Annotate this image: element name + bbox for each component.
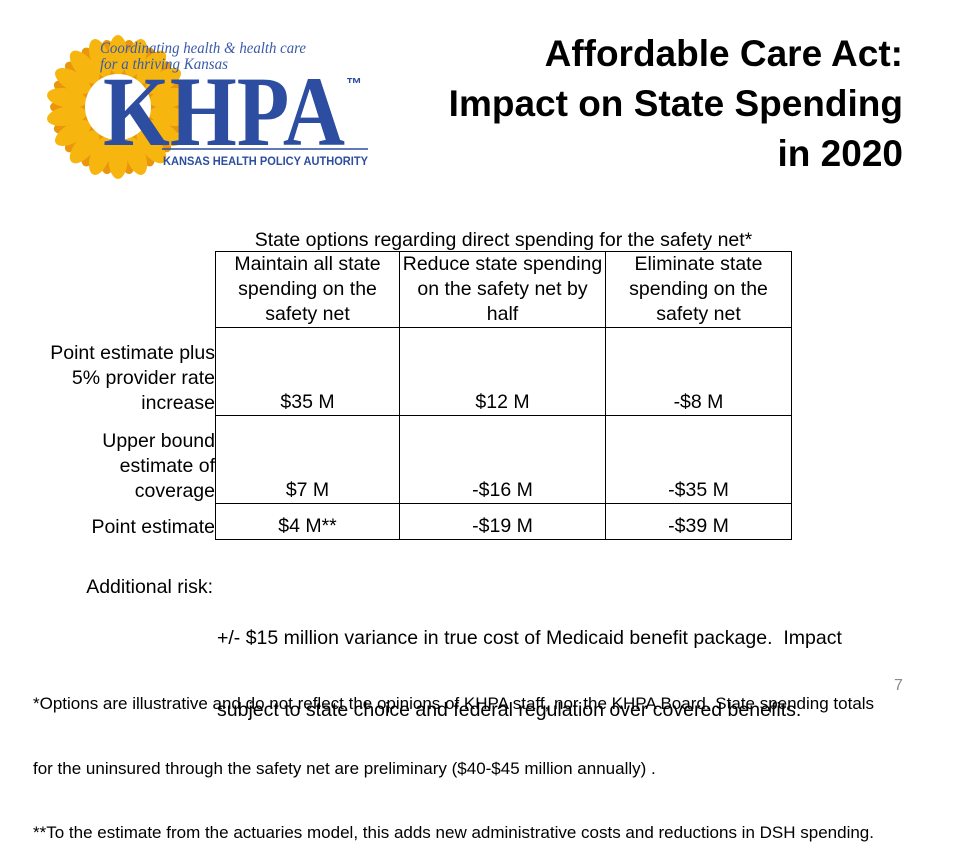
cell-value: $35 M	[280, 391, 335, 413]
footnotes: *Options are illustrative and do not ref…	[33, 650, 874, 865]
row-label-line: Upper bound	[102, 430, 215, 452]
cell-value: $12 M	[475, 391, 530, 413]
row-label-point-estimate: Point estimate	[40, 504, 215, 540]
table-cell: -$35 M	[606, 416, 792, 504]
sunflower-petal	[149, 87, 189, 108]
sunflower-petal	[69, 130, 100, 164]
column-header-line: spending on the	[629, 278, 768, 300]
sunflower-petal	[136, 50, 167, 84]
sunflower-petal	[108, 35, 128, 75]
table-cell: -$39 M	[606, 504, 792, 540]
column-header-line: on the safety net by	[417, 278, 588, 300]
column-header-line: Maintain all state	[234, 253, 381, 275]
slide-title: Affordable Care Act: Impact on State Spe…	[449, 29, 903, 179]
table-caption: State options regarding direct spending …	[254, 229, 753, 251]
logo-tagline-line-1: Coordinating health & health care	[100, 40, 306, 57]
sunflower-petal	[47, 106, 87, 127]
cell-value: -$39 M	[668, 515, 729, 537]
footnote-line: **To the estimate from the actuaries mod…	[33, 823, 874, 842]
table-cell: $35 M	[215, 328, 400, 416]
spending-options-table: Maintain all state spending on the safet…	[40, 251, 792, 540]
column-header-line: Eliminate state	[634, 253, 763, 275]
table-cell: $12 M	[400, 328, 606, 416]
additional-risk-label: Additional risk:	[86, 576, 213, 598]
title-line-1: Affordable Care Act:	[544, 33, 903, 74]
additional-risk-text: +/- $15 million variance in true cost of…	[217, 578, 842, 746]
page-number: 7	[894, 677, 903, 694]
table-cell: -$8 M	[606, 328, 792, 416]
row-label-line: Point estimate plus	[50, 342, 215, 364]
table-cell: $7 M	[215, 416, 400, 504]
row-label-line: coverage	[134, 480, 215, 502]
row-label-line: increase	[141, 392, 215, 414]
column-header-reduce: Reduce state spending on the safety net …	[400, 251, 606, 328]
column-header-eliminate: Eliminate state spending on the safety n…	[606, 251, 792, 328]
sunflower-petal	[55, 120, 91, 146]
sunflower-center	[85, 74, 151, 140]
logo-wordmark: KHPA	[103, 56, 345, 167]
sunflower-petal	[88, 39, 112, 78]
column-header-line: Reduce state spending	[402, 253, 603, 275]
risk-text-line: subject to state choice and federal regu…	[217, 699, 802, 721]
table-cell: -$19 M	[400, 504, 606, 540]
trademark-icon: ™	[346, 76, 362, 93]
sunflower-petal	[145, 68, 181, 94]
cell-value: $7 M	[285, 479, 330, 501]
logo-tagline-line-2: for a thriving Kansas	[100, 56, 228, 73]
row-label-line: estimate of	[119, 455, 215, 477]
row-label-upper-bound: Upper bound estimate of coverage	[40, 416, 215, 504]
risk-text-line: +/- $15 million variance in true cost of…	[217, 627, 842, 649]
sunflower-petal	[69, 50, 100, 84]
row-label-line: 5% provider rate	[71, 367, 215, 389]
sunflower-petal	[55, 68, 91, 94]
column-header-maintain: Maintain all state spending on the safet…	[215, 251, 400, 328]
title-line-3: in 2020	[777, 133, 903, 174]
table-corner-blank	[40, 251, 215, 328]
cell-value: -$19 M	[472, 515, 533, 537]
table-cell: $4 M**	[215, 504, 400, 540]
column-header-line: half	[486, 303, 519, 325]
cell-value: -$16 M	[472, 479, 533, 501]
sunflower-petal	[145, 120, 181, 146]
row-label-line: Point estimate	[91, 516, 215, 538]
sunflower-petal	[149, 106, 189, 127]
footnote-line: for the uninsured through the safety net…	[33, 758, 656, 778]
sunflower-petal	[108, 139, 128, 179]
logo-org-name: KANSAS HEALTH POLICY AUTHORITY	[163, 154, 368, 168]
sunflower-icon	[47, 35, 189, 179]
table-cell: -$16 M	[400, 416, 606, 504]
column-header-line: safety net	[656, 303, 741, 325]
cell-value: -$8 M	[673, 391, 724, 413]
sunflower-petal	[136, 130, 167, 164]
sunflower-petal	[124, 136, 148, 175]
sunflower-petal	[47, 87, 87, 108]
column-header-line: safety net	[265, 303, 350, 325]
row-label-point-estimate-plus: Point estimate plus 5% provider rate inc…	[40, 328, 215, 416]
footnote-line: *Options are illustrative and do not ref…	[33, 694, 875, 713]
column-header-line: spending on the	[238, 278, 377, 300]
cell-value: -$35 M	[668, 479, 729, 501]
khpa-logo: Coordinating health & health care for a …	[47, 35, 368, 179]
title-line-2: Impact on State Spending	[448, 83, 903, 124]
cell-value: $4 M**	[278, 515, 337, 537]
